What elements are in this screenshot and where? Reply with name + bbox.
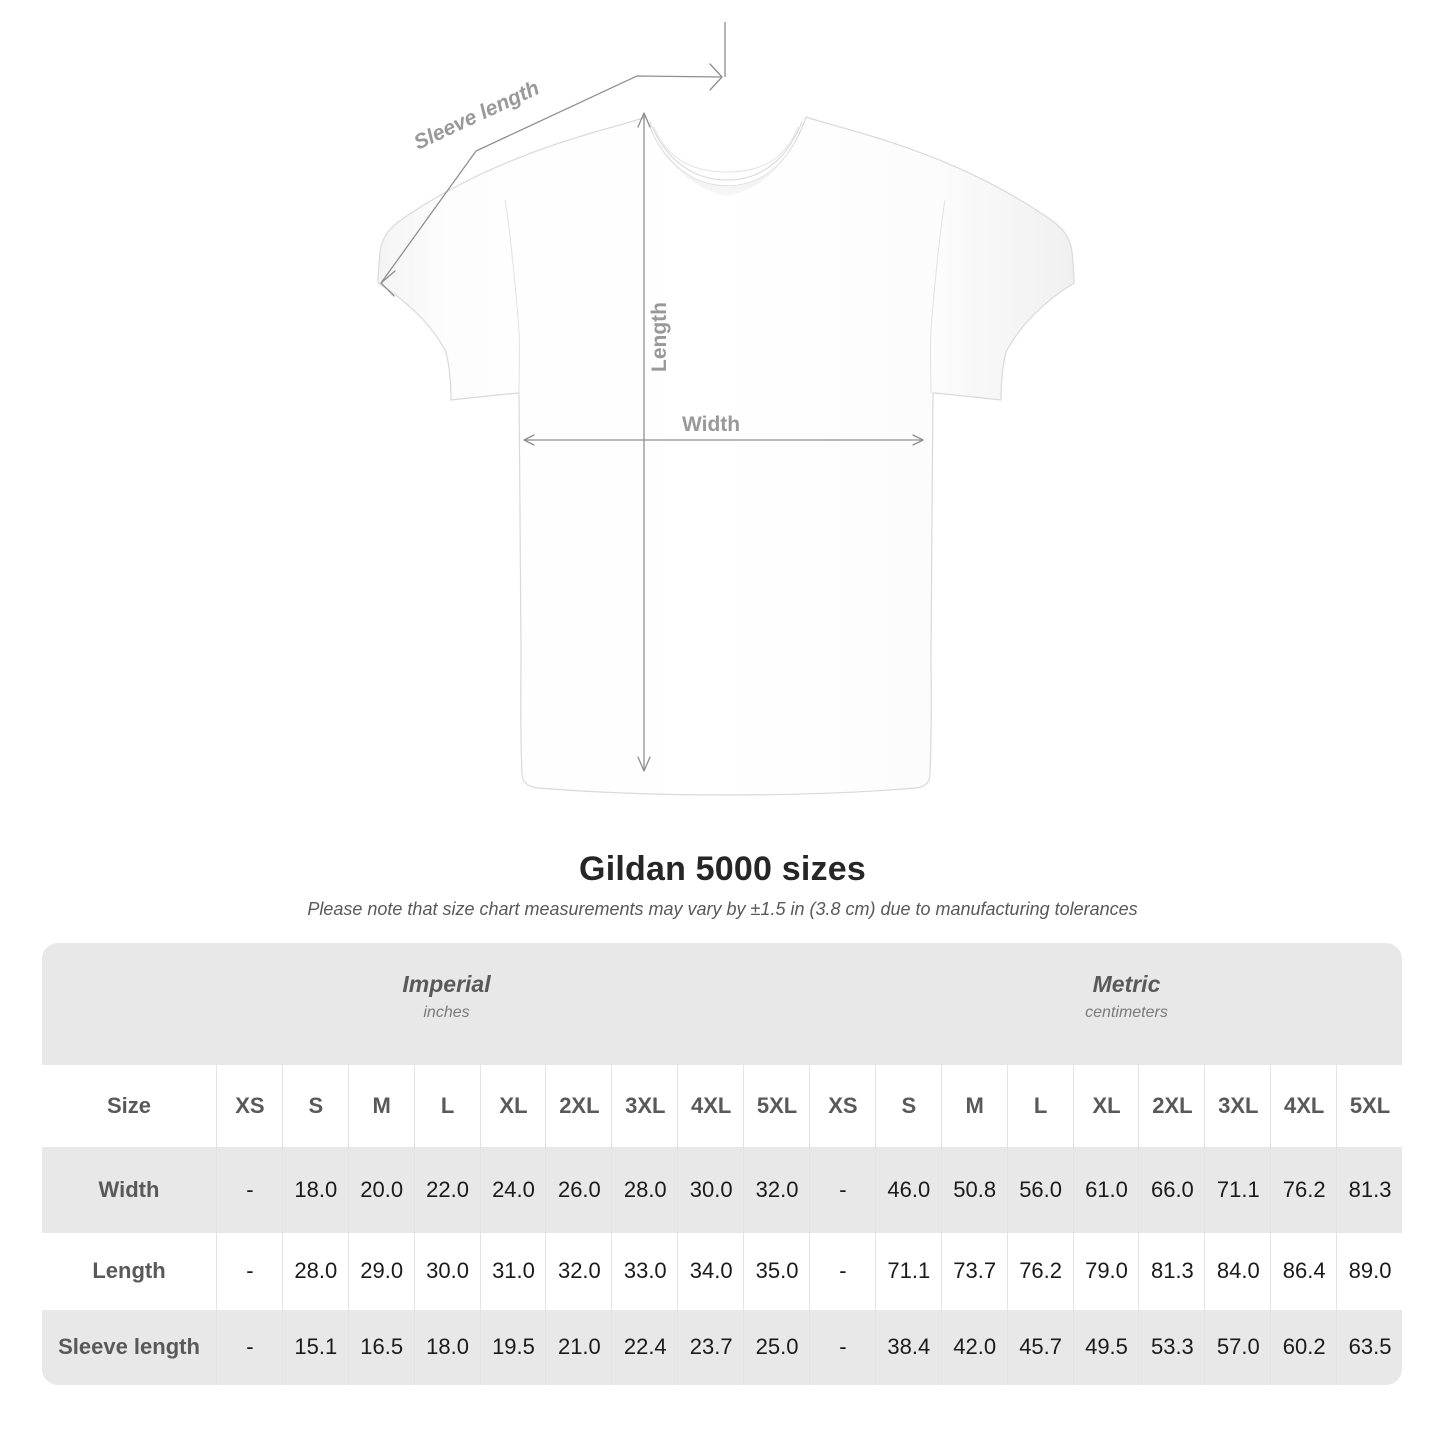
svg-text:Width: Width xyxy=(682,413,740,436)
svg-text:Sleeve length: Sleeve length xyxy=(410,76,542,154)
svg-text:Length: Length xyxy=(648,302,671,372)
